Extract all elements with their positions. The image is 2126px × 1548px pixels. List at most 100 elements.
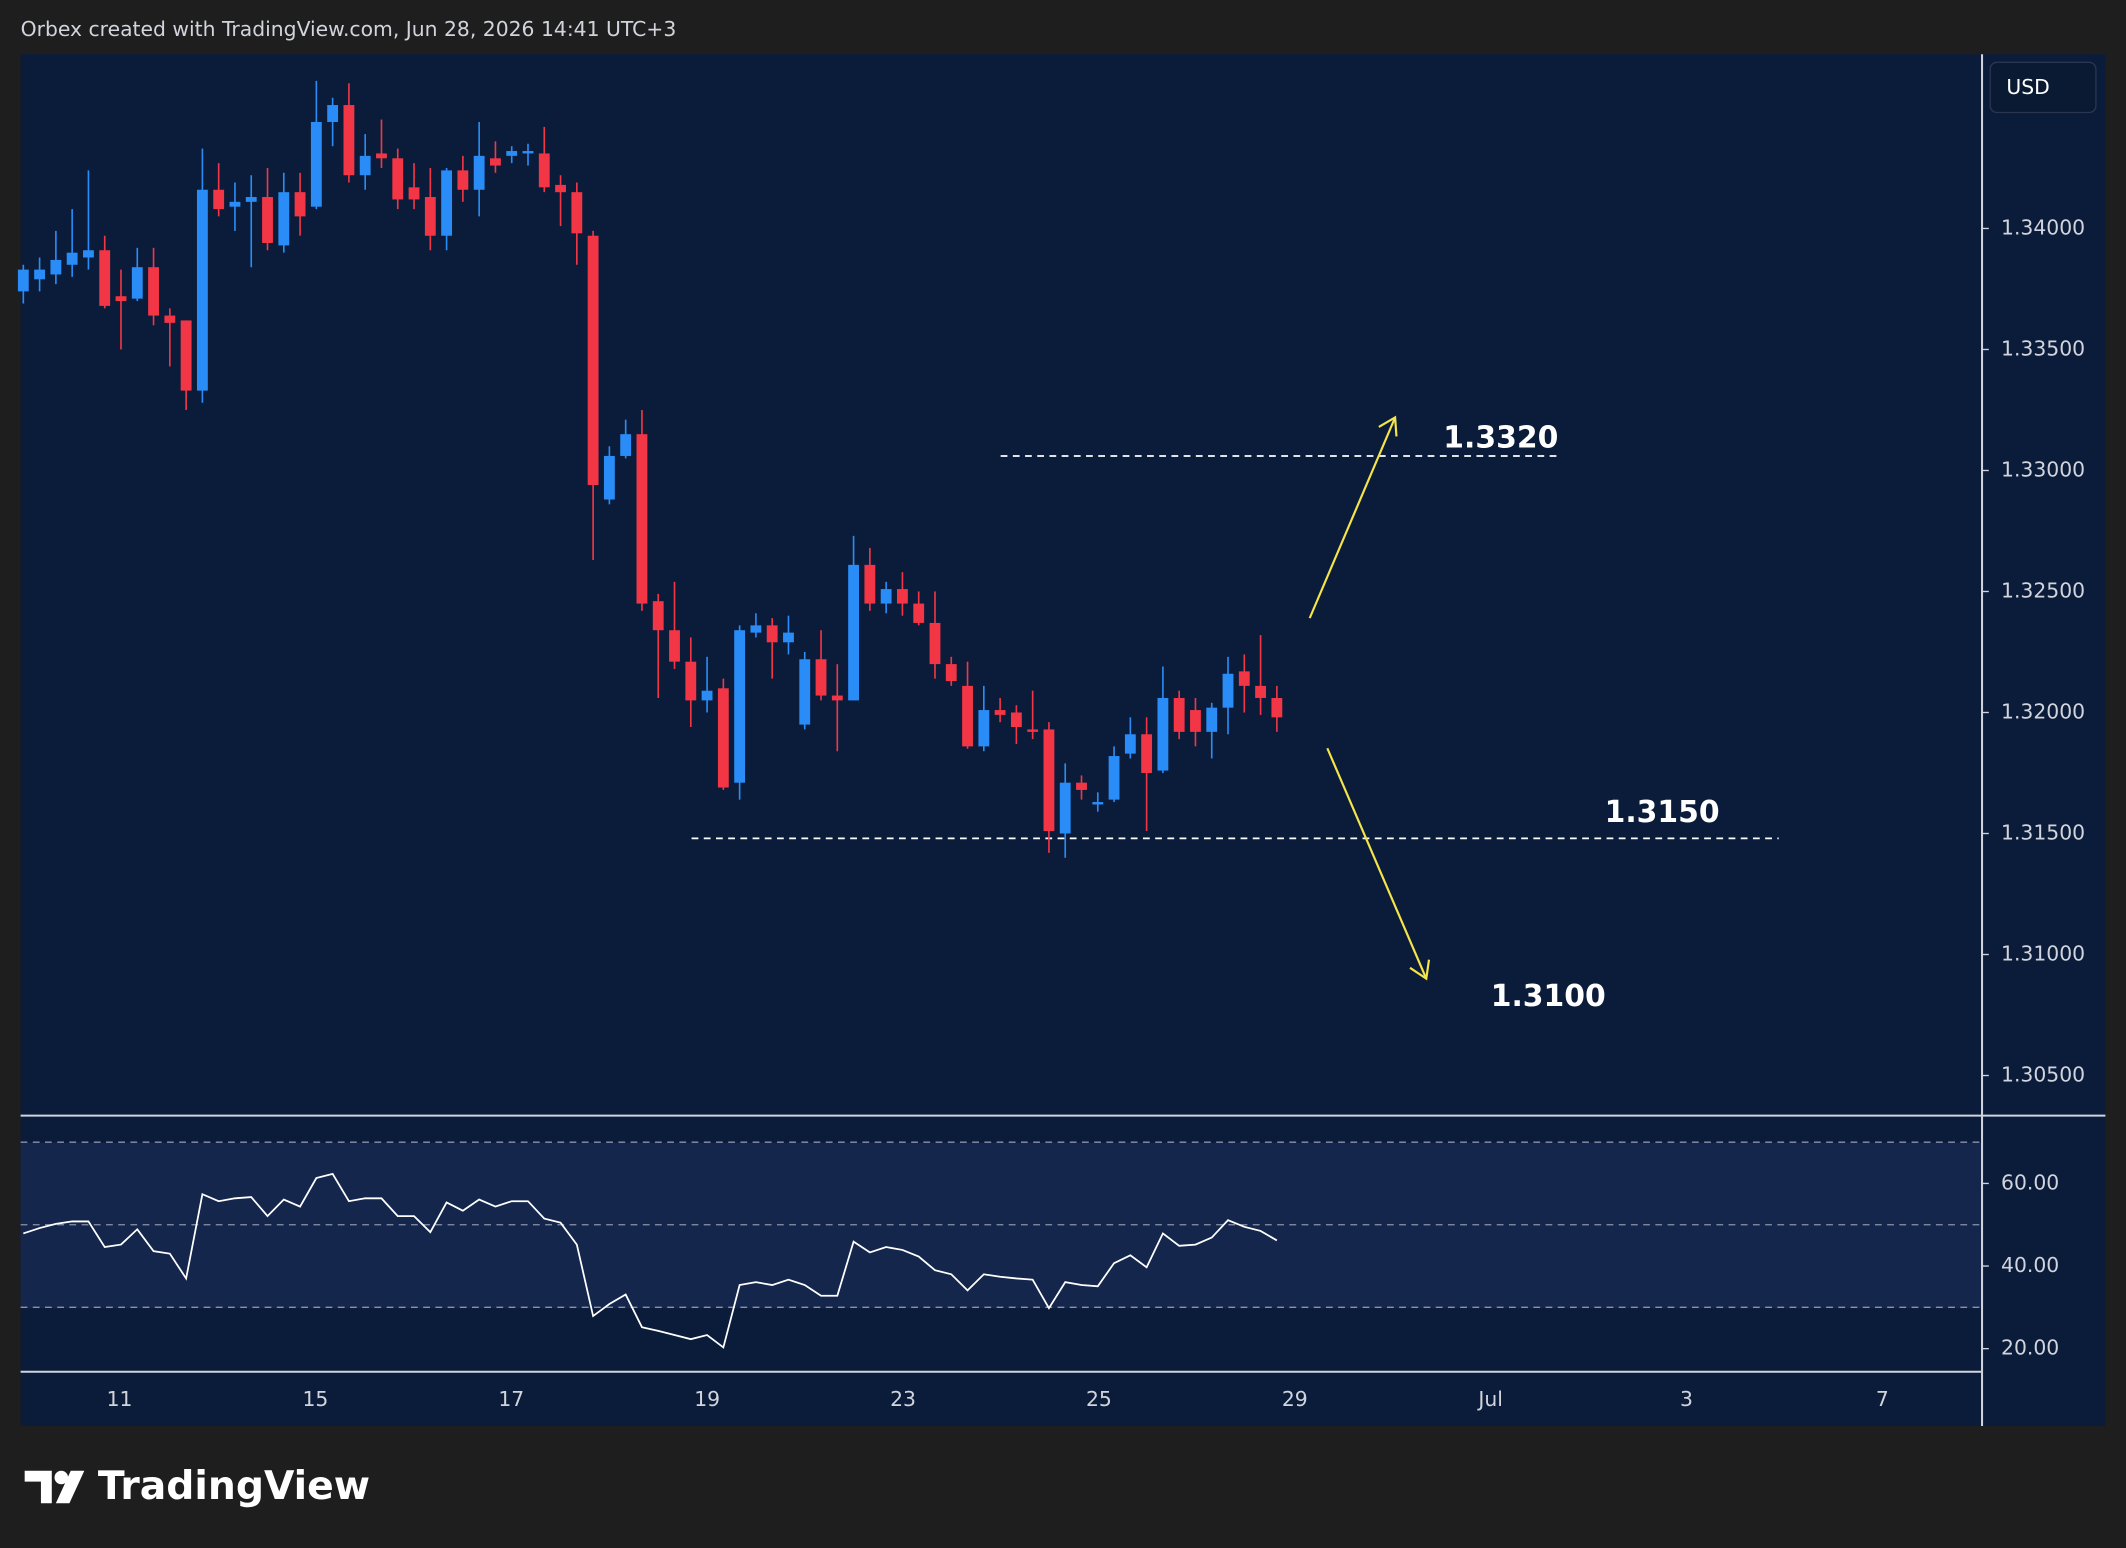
candle-body [148,267,159,316]
candle-body [408,187,420,200]
candle-body [343,105,355,176]
y-tick-label: 1.32000 [2001,699,2085,723]
level-label: 1.3100 [1491,979,1606,1014]
brand-logo [24,1470,85,1504]
candle-body [180,320,192,391]
candle-body [196,189,208,391]
x-tick-label: 15 [302,1387,328,1411]
candle-body [490,158,501,166]
candle-body [701,690,713,701]
candle-body [34,269,46,280]
y-tick-label: 20.00 [2001,1336,2059,1360]
level-label: 1.3320 [1443,421,1558,456]
candle-body [897,589,908,604]
candle-body [815,659,827,696]
candle-body [978,710,990,747]
x-tick-label: 3 [1680,1387,1693,1411]
candle-body [229,201,241,207]
candle-body [376,153,387,159]
candle-body [1043,729,1055,832]
candle-body [1141,734,1153,773]
candle-body [1076,782,1087,790]
currency-label: USD [2006,75,2049,99]
candle-body [1173,697,1185,732]
candle-body [1092,802,1104,805]
candle-body [213,189,225,210]
x-tick-label: Jul [1476,1387,1503,1411]
candle-body [1190,710,1201,732]
candle-body [1206,707,1218,732]
candle-body [766,625,778,643]
candle-body [310,121,322,207]
candle-body [929,622,941,665]
candle-body [750,625,762,633]
candle-body [994,710,1006,715]
y-tick-label: 1.32500 [2001,578,2085,602]
candle-body [1255,685,1267,698]
candle-body [1010,712,1022,728]
arrow-up-head [1378,415,1398,437]
candle-body [1157,697,1169,771]
candle-body [131,267,143,299]
arrow-down-head [1409,959,1431,981]
candle-body [864,564,876,604]
candle-body [717,688,729,788]
candle-body [99,250,111,306]
candle-body [652,601,664,631]
level-label: 1.3150 [1605,795,1720,830]
candle-body [603,455,615,500]
currency-button[interactable] [1989,61,2097,114]
candle-body [66,252,78,265]
candle-body [1027,729,1039,732]
candle-body [669,630,680,662]
x-tick-label: 17 [498,1387,524,1411]
y-tick-label: 1.30500 [2001,1063,2085,1087]
candle-body [636,434,648,604]
candle-body [1271,697,1283,718]
candle-body [1059,782,1071,834]
candle-body [831,695,843,701]
candle-body [620,434,632,456]
candle-body [457,170,469,190]
x-tick-label: 23 [890,1387,916,1411]
y-tick-label: 40.00 [2001,1253,2059,1277]
candle-body [359,155,371,176]
candle-body [962,685,973,747]
x-tick-label: 25 [1086,1387,1112,1411]
candle-body [392,158,404,200]
plot: 1.34000 1.33500 1.33000 1.32500 1.32000 1.315… [17,80,2085,1411]
x-tick-label: 7 [1876,1387,1889,1411]
candle-body [294,192,306,217]
candle-body [571,192,583,234]
candle-body [555,184,566,193]
candle-body [587,235,599,486]
header-text: Orbex created with TradingView.com, Jun … [21,17,677,41]
candle-body [115,296,127,302]
logo-part [54,1470,69,1485]
y-tick-label: 1.33000 [2001,457,2085,481]
arrows [1308,415,1431,981]
arrow-up [1308,417,1397,619]
candle-body [685,661,697,701]
candle-body [1222,673,1234,708]
candle-body [245,197,257,202]
candle-body [278,192,290,246]
y-tick-label: 1.31500 [2001,821,2085,845]
x-tick-label: 19 [694,1387,720,1411]
logo-part [55,1470,85,1504]
brand-name: TradingView [98,1464,370,1509]
candle-body [506,151,518,156]
candle-body [783,632,794,643]
candle-body [538,153,550,188]
candle-body [945,664,957,682]
candle-body [327,105,339,122]
candle-body [50,259,62,275]
rsi-line [23,1172,1278,1349]
candle-body [848,564,860,701]
y-tick-label: 1.31000 [2001,942,2085,966]
candle-body [1238,671,1250,686]
x-tick-label: 11 [107,1387,133,1411]
candle-body [880,589,892,604]
candle-body [522,151,534,154]
